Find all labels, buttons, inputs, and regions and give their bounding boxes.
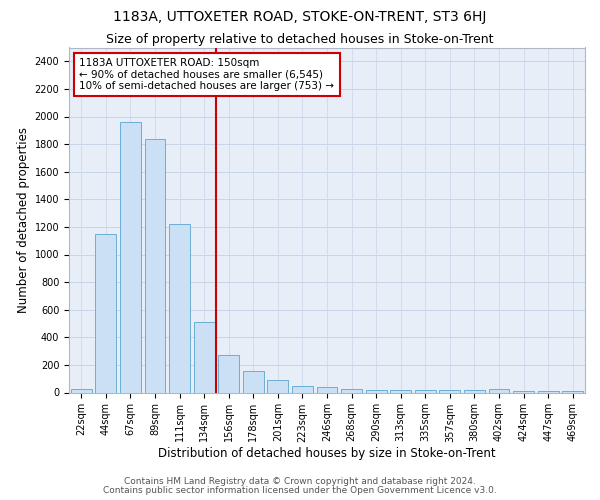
Bar — [145, 138, 166, 392]
Text: 1183A UTTOXETER ROAD: 150sqm
← 90% of detached houses are smaller (6,545)
10% of: 1183A UTTOXETER ROAD: 150sqm ← 90% of de… — [79, 58, 334, 91]
Bar — [268, 380, 289, 392]
Text: Contains public sector information licensed under the Open Government Licence v3: Contains public sector information licen… — [103, 486, 497, 495]
Bar — [390, 390, 411, 392]
X-axis label: Distribution of detached houses by size in Stoke-on-Trent: Distribution of detached houses by size … — [158, 447, 496, 460]
Bar — [415, 390, 436, 392]
Bar — [169, 224, 190, 392]
Bar — [218, 355, 239, 393]
Text: Contains HM Land Registry data © Crown copyright and database right 2024.: Contains HM Land Registry data © Crown c… — [124, 477, 476, 486]
Bar — [120, 122, 141, 392]
Bar — [317, 386, 337, 392]
Bar — [292, 386, 313, 392]
Bar — [71, 388, 92, 392]
Text: Size of property relative to detached houses in Stoke-on-Trent: Size of property relative to detached ho… — [106, 32, 494, 46]
Y-axis label: Number of detached properties: Number of detached properties — [17, 127, 31, 313]
Bar — [243, 371, 264, 392]
Bar — [194, 322, 215, 392]
Bar — [464, 390, 485, 392]
Bar — [488, 390, 509, 392]
Bar — [95, 234, 116, 392]
Bar — [365, 390, 386, 392]
Text: 1183A, UTTOXETER ROAD, STOKE-ON-TRENT, ST3 6HJ: 1183A, UTTOXETER ROAD, STOKE-ON-TRENT, S… — [113, 10, 487, 24]
Bar — [341, 390, 362, 392]
Bar — [439, 390, 460, 392]
